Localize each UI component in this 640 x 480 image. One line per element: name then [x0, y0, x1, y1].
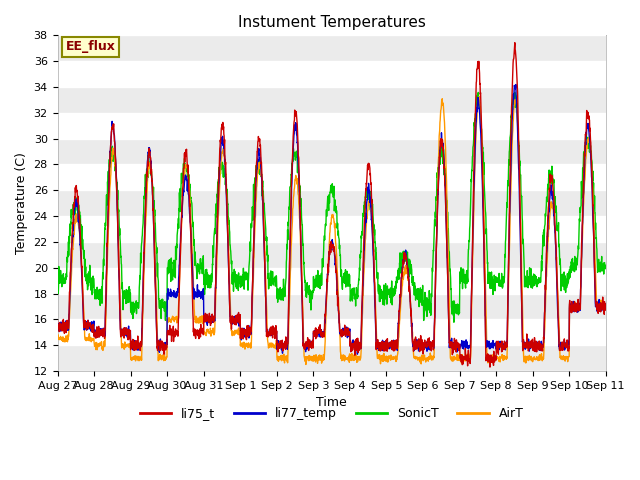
li75_t — [348, 348, 355, 353]
AirT — [476, 94, 483, 99]
li77_temp — [353, 351, 361, 357]
li75_t — [207, 323, 214, 328]
Bar — [58, 139, 605, 165]
Bar — [58, 242, 605, 268]
li77_temp — [554, 311, 561, 316]
AirT — [569, 305, 577, 311]
SonicT — [54, 280, 61, 286]
Text: EE_flux: EE_flux — [66, 40, 116, 53]
SonicT — [207, 275, 214, 280]
li75_t — [54, 318, 61, 324]
li75_t — [602, 307, 609, 313]
li75_t — [360, 257, 367, 263]
li77_temp — [512, 82, 520, 87]
X-axis label: Time: Time — [316, 396, 347, 409]
Title: Instument Temperatures: Instument Temperatures — [237, 15, 426, 30]
Bar — [58, 87, 605, 113]
SonicT — [450, 319, 458, 325]
Line: li75_t: li75_t — [58, 43, 605, 367]
SonicT — [360, 212, 367, 217]
li77_temp — [207, 317, 214, 323]
SonicT — [348, 297, 355, 302]
Bar — [58, 36, 605, 61]
AirT — [302, 361, 310, 367]
SonicT — [474, 89, 482, 95]
AirT — [348, 354, 355, 360]
Bar — [58, 345, 605, 371]
Bar — [58, 294, 605, 320]
li77_temp — [491, 342, 499, 348]
Line: li77_temp: li77_temp — [58, 84, 605, 354]
AirT — [554, 288, 561, 294]
li77_temp — [348, 344, 355, 349]
AirT — [602, 305, 609, 311]
Bar — [58, 190, 605, 216]
SonicT — [554, 227, 561, 232]
li75_t — [511, 40, 518, 46]
Line: AirT: AirT — [58, 96, 605, 364]
li77_temp — [360, 261, 367, 266]
li75_t — [554, 297, 561, 302]
SonicT — [602, 266, 609, 272]
AirT — [360, 278, 367, 284]
li75_t — [486, 364, 494, 370]
Y-axis label: Temperature (C): Temperature (C) — [15, 152, 28, 254]
li77_temp — [569, 304, 577, 310]
li77_temp — [602, 301, 609, 307]
AirT — [492, 353, 499, 359]
SonicT — [492, 278, 499, 284]
li75_t — [569, 303, 577, 309]
li75_t — [491, 357, 499, 362]
SonicT — [569, 264, 577, 270]
Line: SonicT: SonicT — [58, 92, 605, 322]
AirT — [207, 325, 214, 331]
AirT — [54, 335, 61, 340]
Legend: li75_t, li77_temp, SonicT, AirT: li75_t, li77_temp, SonicT, AirT — [134, 402, 529, 425]
li77_temp — [54, 321, 61, 326]
